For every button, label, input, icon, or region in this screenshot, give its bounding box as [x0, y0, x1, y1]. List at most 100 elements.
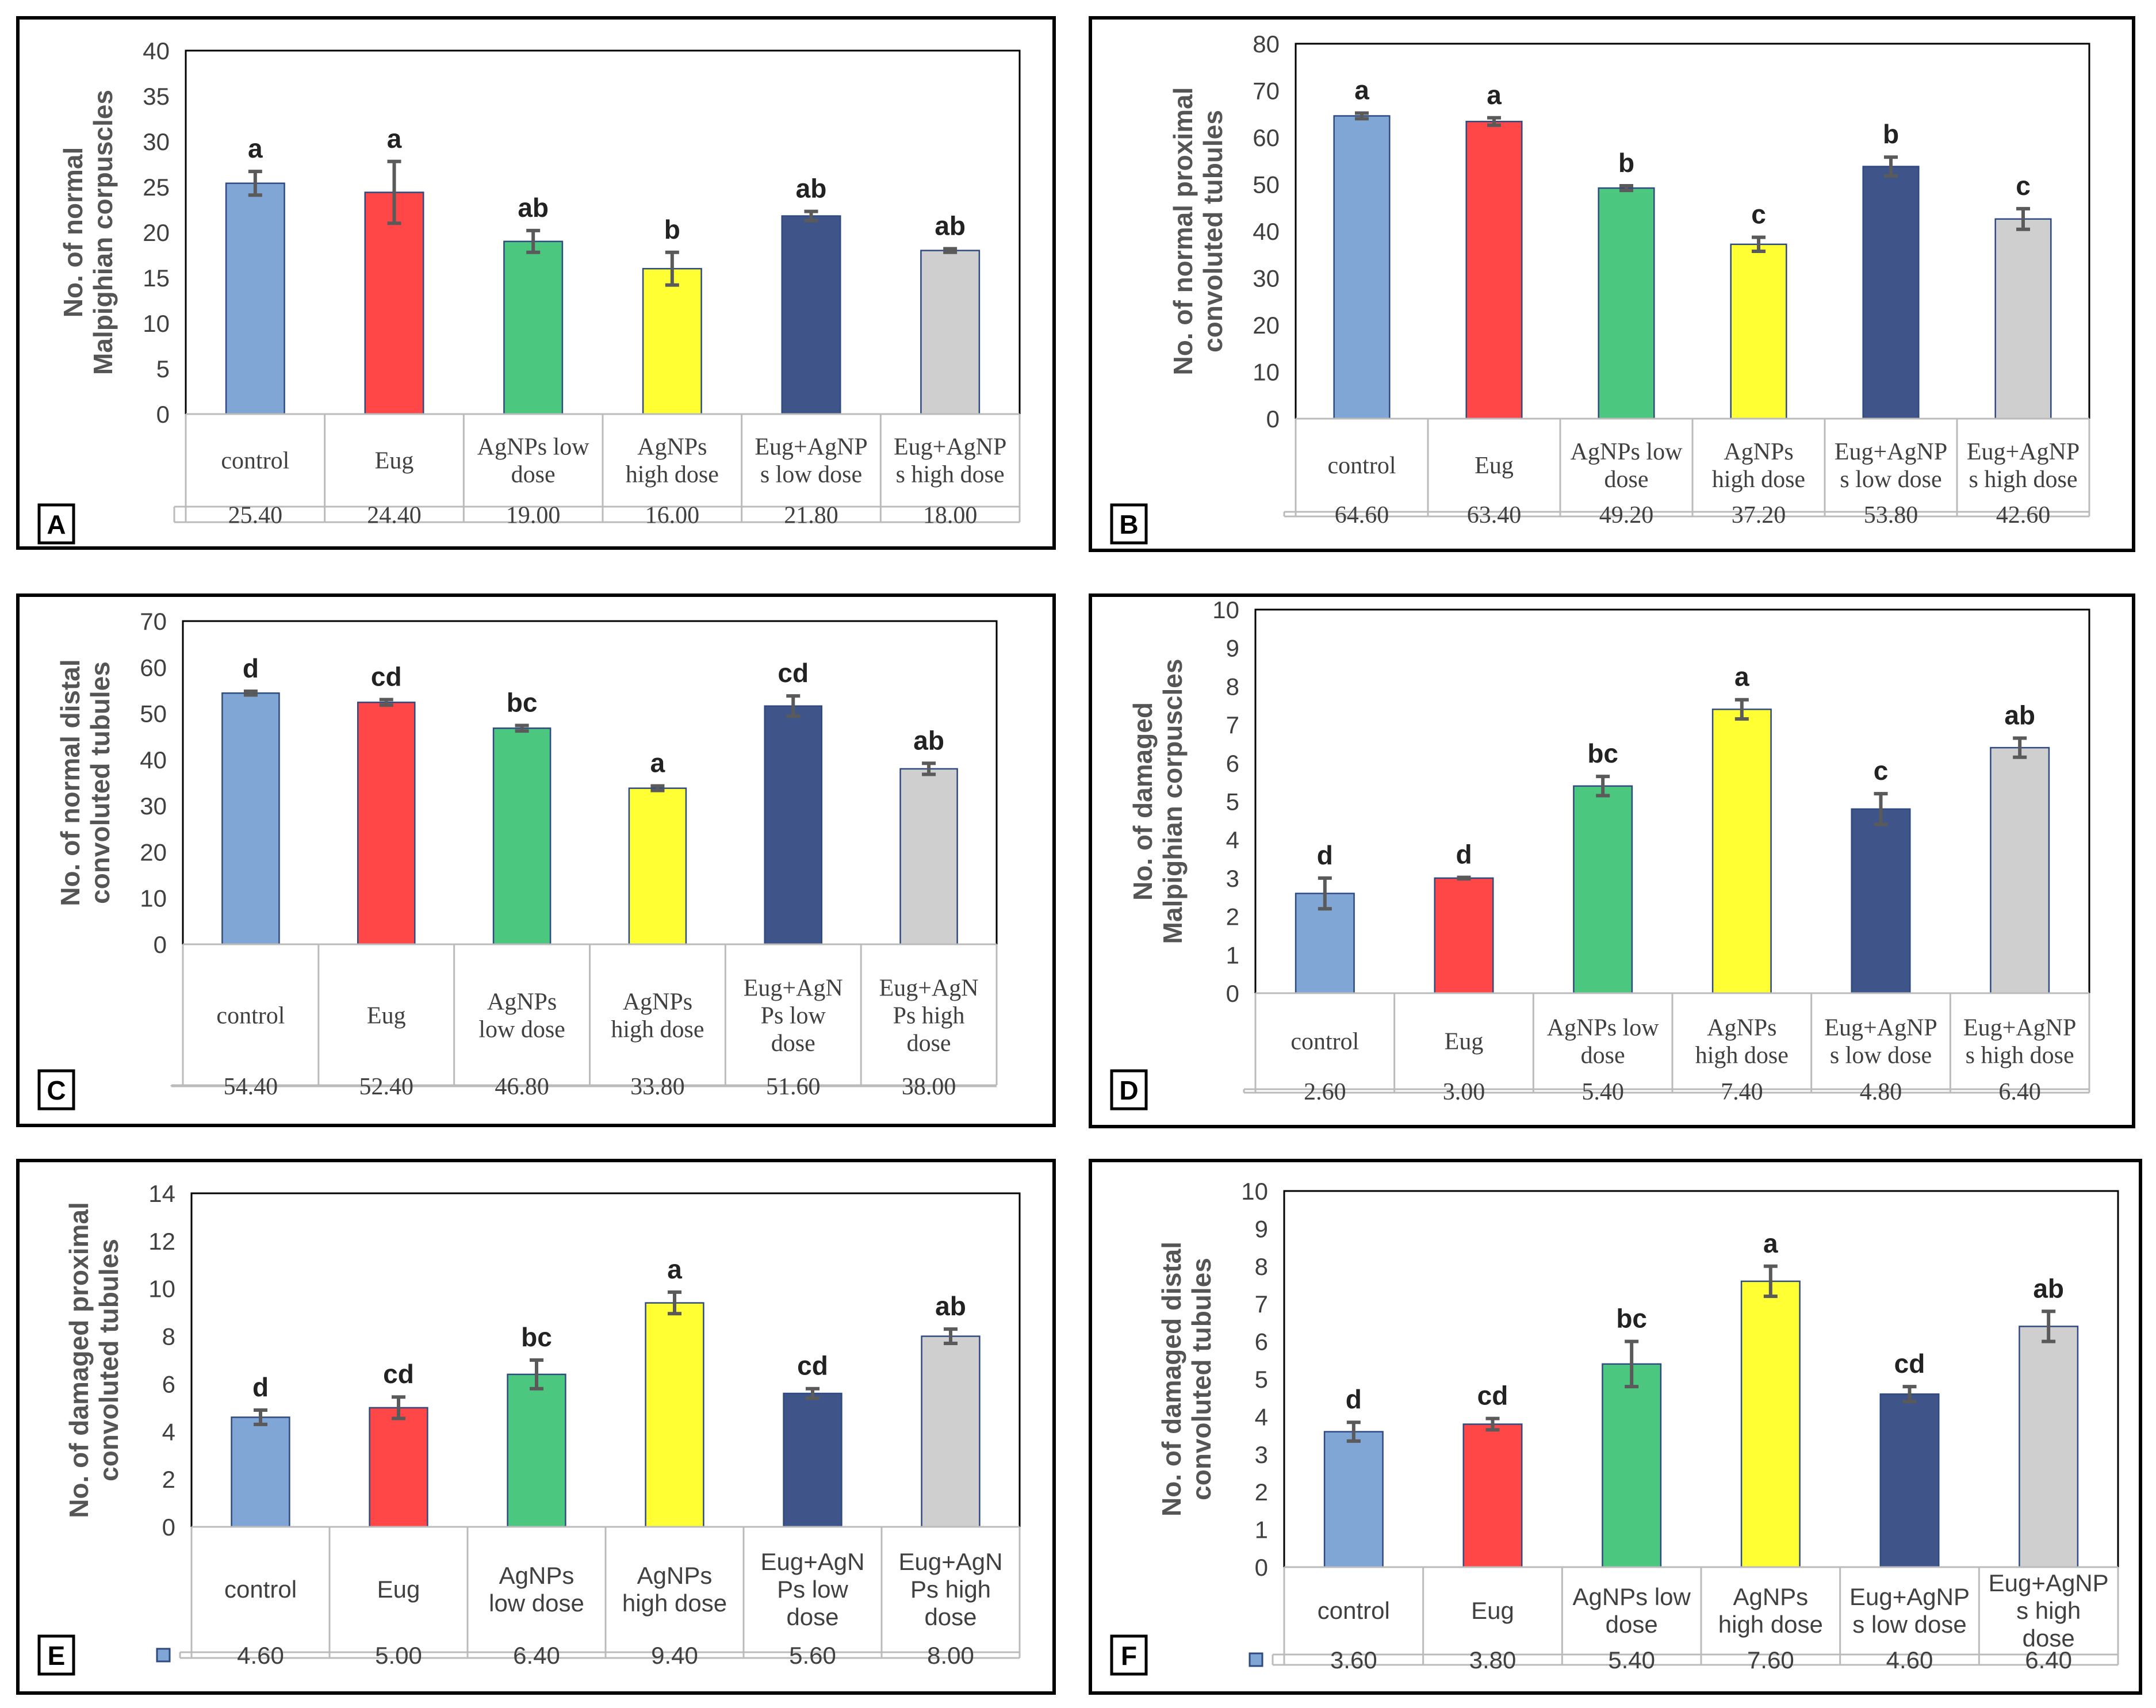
table-category-line: Eug+AgNP — [894, 434, 1006, 461]
panel-label-box — [1110, 1634, 1148, 1676]
bar-eug-agnps-high-dose — [921, 1335, 981, 1528]
y-tick-label: 0 — [1226, 980, 1239, 1007]
significance-letter: cd — [797, 1351, 828, 1381]
table-category-label: Eug — [377, 1576, 420, 1603]
error-bar — [806, 1387, 819, 1400]
table-category-line: Eug — [1471, 1597, 1514, 1624]
bar-eug — [357, 702, 416, 945]
table-category-line: high dose — [622, 1590, 727, 1617]
y-tick-label: 9 — [1255, 1215, 1268, 1242]
table-category-line: Eug+AgNP — [1824, 1015, 1937, 1041]
bar-eug — [1434, 877, 1494, 994]
table-value: 42.60 — [1996, 502, 2051, 529]
table-category-label: Eug+AgNPs high dose — [1967, 439, 2080, 493]
table-value: 3.00 — [1443, 1079, 1485, 1105]
y-tick-label: 10 — [1212, 596, 1239, 623]
error-bar — [2013, 736, 2027, 759]
bar-eug-agnps-high-dose — [2019, 1326, 2079, 1568]
table-value: 3.60 — [1330, 1646, 1377, 1673]
significance-letter: a — [387, 124, 402, 154]
table-value: 5.40 — [1581, 1079, 1624, 1105]
table-value: 25.40 — [228, 503, 283, 529]
y-tick-label: 20 — [140, 838, 167, 866]
table-value: 4.60 — [1886, 1646, 1933, 1673]
y-tick-label: 70 — [140, 608, 167, 635]
table-value: 51.60 — [766, 1074, 821, 1100]
y-tick-label: 5 — [1255, 1366, 1268, 1393]
table-category-line: dose — [1606, 1611, 1658, 1638]
error-bar — [943, 247, 958, 254]
significance-letter: cd — [371, 661, 402, 691]
bar-agnps-low-dose — [1573, 785, 1633, 994]
error-bar — [243, 690, 258, 697]
table-value: 4.60 — [237, 1642, 284, 1669]
panel-a: 0 5 10 15 20 25 30 35 40 No. of normal Malpighian … — [16, 16, 1056, 550]
error-bar — [1355, 111, 1369, 121]
data-table — [1272, 1566, 2119, 1666]
table-value: 37.20 — [1732, 502, 1786, 529]
y-tick-label: 15 — [143, 265, 170, 292]
table-value: 8.00 — [927, 1642, 974, 1669]
significance-letter: bc — [1587, 738, 1618, 768]
y-tick-label: 1 — [1226, 941, 1239, 968]
y-tick-label: 35 — [143, 83, 170, 110]
error-bar — [515, 723, 529, 733]
y-axis-label-line: convoluted tubules — [94, 1239, 124, 1481]
y-axis-label: No. of damaged distal convoluted tubules — [1156, 1242, 1216, 1516]
table-category-line: s high dose — [1966, 1043, 2074, 1069]
table-value: 18.00 — [923, 503, 978, 529]
table-category-line: AgNPs low — [477, 434, 590, 461]
bar-eug-agnps-low-dose — [781, 215, 841, 415]
significance-letter: ab — [796, 174, 827, 204]
error-bar — [1874, 792, 1888, 826]
significance-letter: ab — [935, 1291, 966, 1321]
error-bar — [387, 159, 401, 225]
y-axis-label-line: No. of normal distal — [55, 659, 85, 906]
y-tick-label: 50 — [140, 700, 167, 727]
table-category-line: dose — [1581, 1043, 1625, 1069]
error-bar — [2016, 206, 2030, 231]
table-category-line: control — [216, 1003, 285, 1029]
bar-control — [225, 182, 285, 415]
significance-letter: cd — [778, 658, 809, 688]
table-value: 38.00 — [902, 1074, 956, 1100]
table-category-line: Eug+AgNP — [1849, 1583, 1970, 1610]
table-value: 6.40 — [2025, 1646, 2072, 1673]
y-axis-label: No. of damaged Malpighian corpuscles — [1128, 659, 1188, 944]
panel-e: 0 2 4 6 8 10 12 14 No. of damaged proximal convol… — [16, 1159, 1056, 1695]
y-tick-label: 60 — [1253, 124, 1280, 151]
table-category-line: high dose — [1695, 1043, 1789, 1069]
significance-letter: d — [243, 653, 259, 683]
bar-control — [231, 1416, 290, 1528]
bar-agnps-low-dose — [1602, 1363, 1662, 1568]
bar-eug — [1465, 121, 1523, 420]
y-tick-label: 9 — [1226, 635, 1239, 662]
table-category-line: AgNPs — [1707, 1015, 1776, 1041]
table-category-line: dose — [1604, 466, 1649, 493]
table-category-label: control — [1318, 1597, 1390, 1624]
y-tick-label: 0 — [162, 1514, 175, 1541]
table-category-label: control — [1290, 1029, 1359, 1055]
y-axis-label-line: Malpighian corpuscles — [1158, 659, 1188, 944]
table-category-label: control — [221, 448, 289, 474]
table-category-line: Eug — [1445, 1029, 1484, 1055]
table-category-line: AgNPs low — [1571, 439, 1683, 465]
y-tick-label: 3 — [1255, 1441, 1268, 1468]
table-value: 6.40 — [1998, 1079, 2041, 1105]
y-axis-label: No. of normal distal convoluted tubules — [55, 659, 115, 906]
table-category-line: AgNPs — [637, 434, 707, 461]
table-category-line: control — [221, 448, 289, 474]
table-value: 33.80 — [630, 1074, 685, 1100]
significance-letter: ab — [518, 193, 549, 223]
y-tick-label: 2 — [1255, 1479, 1268, 1506]
panel-label: C — [47, 1075, 66, 1105]
table-category-line: dose — [771, 1031, 815, 1057]
y-axis-label-line: Malpighian corpuscles — [88, 90, 118, 375]
